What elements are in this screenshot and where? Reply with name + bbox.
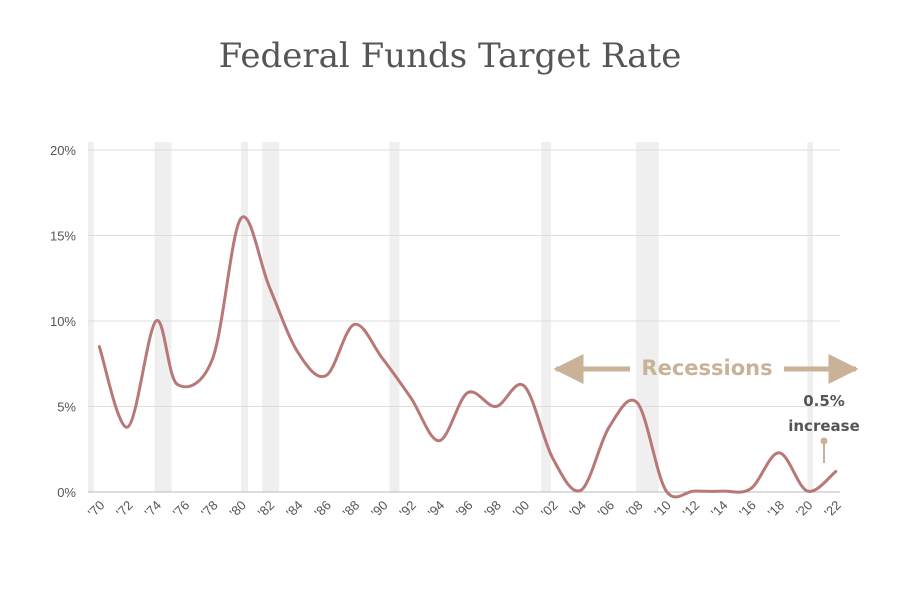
rate-line [97,215,838,499]
y-tick-label: 20% [50,143,76,158]
recession-bands [88,142,814,492]
x-tick-label: '76 [170,498,193,521]
x-tick-label: '00 [510,498,533,521]
x-tick-label: '88 [340,497,363,520]
x-tick-label: '14 [708,498,731,521]
y-tick-label: 10% [50,314,76,329]
recession-band [262,142,280,492]
recession-band [807,142,814,492]
x-tick-label: '08 [623,498,646,521]
x-tick-label: '84 [283,498,306,521]
x-tick-label: '94 [425,498,448,521]
y-axis: 0% 5% 10% 15% 20% [50,143,76,500]
y-tick-label: 5% [57,400,76,415]
chart-title: Federal Funds Target Rate [218,36,682,76]
recession-band [541,142,552,492]
annotation-line2: increase [788,417,860,435]
x-tick-label: '12 [680,497,703,520]
x-tick-label: '70 [85,497,108,520]
x-tick-label: '02 [538,498,561,521]
x-tick-label: '04 [566,497,589,520]
x-tick-label: '10 [651,498,674,521]
x-axis: '70'72'74'76'78'80'82'84'86'88'90'92'94 '… [85,497,844,520]
x-tick-label: '82 [255,498,278,521]
x-tick-label: '20 [793,498,816,521]
recession-band [240,142,248,492]
recession-band [389,142,400,492]
gridlines [88,149,840,493]
y-tick-label: 0% [57,485,76,500]
recession-band [154,142,172,492]
annotation-line1: 0.5% [803,392,845,410]
y-tick-label: 15% [50,229,76,244]
x-tick-label: '92 [396,498,419,521]
x-tick-label: '18 [765,498,788,521]
x-tick-label: '90 [368,498,391,521]
annotation: 0.5% increase [788,392,860,463]
legend-label: Recessions [641,356,772,380]
x-tick-label: '74 [142,498,165,521]
x-tick-label: '16 [736,498,759,521]
x-tick-label: '80 [226,497,249,520]
recessions-legend: Recessions [553,354,859,384]
x-tick-label: '72 [113,498,136,521]
x-tick-label: '22 [821,498,844,521]
recession-band [88,142,94,492]
x-tick-label: '78 [198,498,221,521]
x-tick-label: '98 [481,498,504,521]
x-tick-label: '06 [595,498,618,521]
series-layer [97,215,838,499]
x-tick-label: '96 [453,497,476,520]
x-tick-label: '86 [311,498,334,521]
recession-band [636,142,659,492]
